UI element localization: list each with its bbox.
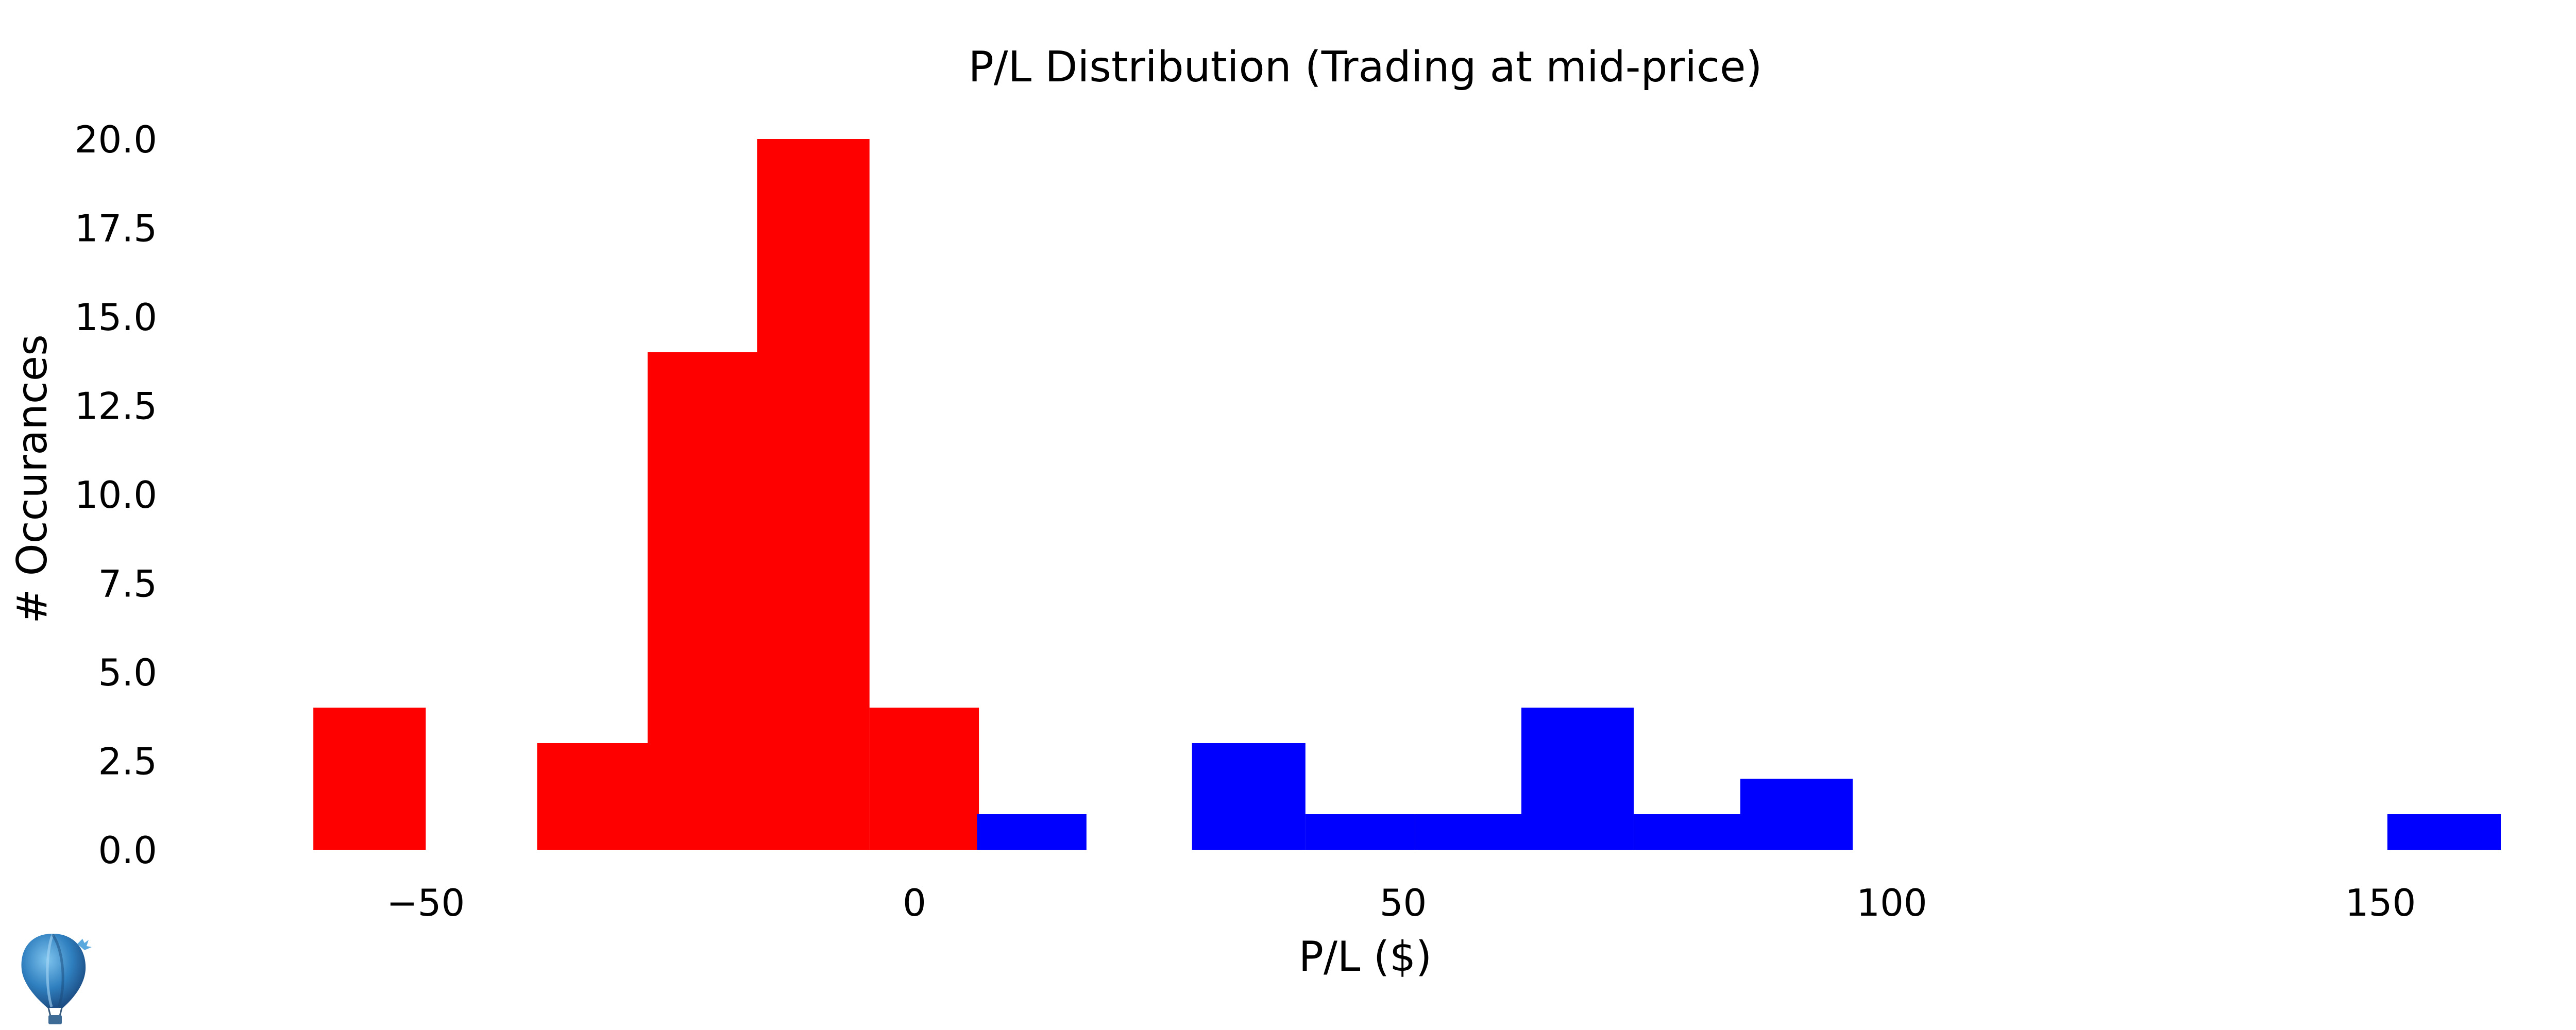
- y-tick-label: 2.5: [98, 740, 157, 783]
- y-tick-label: 12.5: [75, 385, 157, 428]
- y-tick-label: 10.0: [75, 473, 157, 517]
- chart-title: P/L Distribution (Trading at mid-price): [968, 43, 1762, 92]
- histogram-bar-s0-b3: [648, 352, 757, 850]
- histogram-bar-s1-b2: [1192, 743, 1306, 850]
- x-axis-label: P/L ($): [1299, 933, 1432, 981]
- x-tick-label: 150: [2345, 881, 2416, 924]
- x-axis-ticks: −50 0 50 100 150: [386, 881, 2416, 924]
- histogram-bar-s0-b2: [537, 743, 648, 850]
- histogram-bars: [313, 139, 2501, 850]
- histogram-bar-s1-b6: [1634, 814, 1740, 850]
- x-tick-label: 0: [903, 881, 926, 924]
- histogram-bar-s1-b5: [1521, 708, 1634, 850]
- x-tick-label: 100: [1856, 881, 1927, 924]
- y-tick-label: 17.5: [75, 207, 157, 250]
- y-tick-label: 20.0: [75, 118, 157, 161]
- y-axis-label: # Occurances: [8, 334, 56, 624]
- x-tick-label: 50: [1380, 881, 1427, 924]
- histogram-bar-s0-b0: [313, 708, 426, 850]
- y-tick-label: 5.0: [98, 651, 157, 694]
- histogram-bar-s0-b5: [869, 708, 979, 850]
- y-axis-ticks: 0.0 2.5 5.0 7.5 10.0 12.5 15.0 17.5 20.0: [75, 118, 157, 872]
- y-tick-label: 15.0: [75, 296, 157, 339]
- histogram-bar-s0-b4: [757, 139, 870, 850]
- histogram-bar-s1-b8: [2387, 814, 2501, 850]
- x-tick-label: −50: [386, 881, 465, 924]
- histogram-bar-s1-b3: [1305, 814, 1415, 850]
- balloon-logo-icon: [21, 934, 92, 1024]
- y-tick-label: 0.0: [98, 829, 157, 872]
- histogram-bar-s1-b0: [977, 814, 1087, 850]
- histogram-bar-s1-b7: [1740, 779, 1853, 850]
- histogram-bar-s1-b4: [1415, 814, 1521, 850]
- y-tick-label: 7.5: [98, 562, 157, 606]
